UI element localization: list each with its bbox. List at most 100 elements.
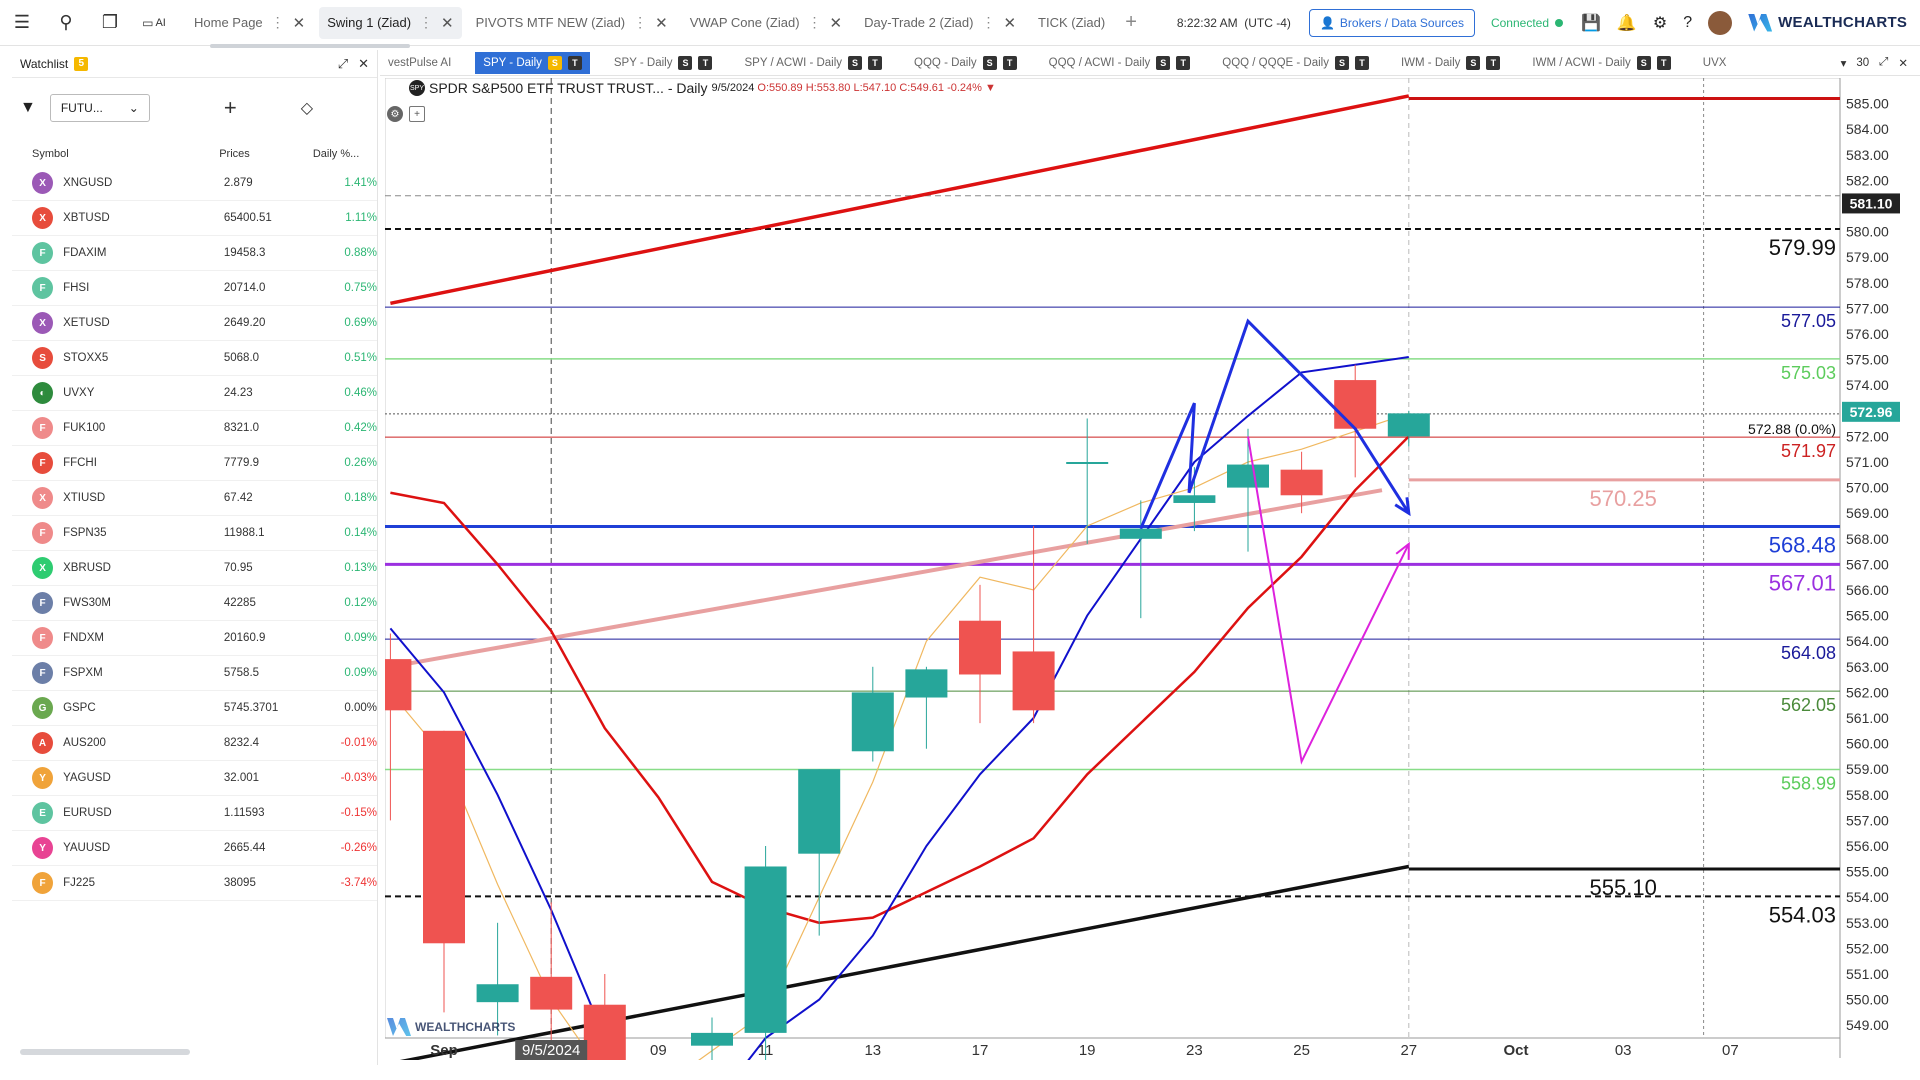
tab-close-icon[interactable]: ✕ (1003, 14, 1017, 32)
red-ma (390, 435, 1410, 925)
symbol-price: 70.95 (223, 562, 253, 574)
symbol-price: 67.42 (223, 492, 253, 504)
brokers-button[interactable]: 👤 Brokers / Data Sources (1308, 8, 1475, 37)
tabs-scrollbar[interactable] (210, 44, 410, 48)
layout-tab[interactable]: Swing 1 (Ziad) ⋮ ✕ (319, 6, 462, 39)
chart-tab[interactable]: SPY - Daily S T (475, 51, 590, 74)
chart-tab[interactable]: vestPulse AI (380, 52, 459, 74)
eraser-icon[interactable]: ◇ (300, 100, 314, 117)
watchlist-row[interactable]: Y YAGUSD 32.001 -0.03% (12, 761, 377, 796)
watchlist-row[interactable]: A AUS200 8232.4 -0.01% (12, 726, 377, 761)
chart-tab[interactable]: IWM / ACWI - Daily S T (1524, 52, 1678, 74)
chart-tab[interactable]: QQQ / QQQE - Daily S T (1214, 52, 1377, 74)
layout-tab[interactable]: TICK (Ziad) (1030, 7, 1113, 39)
sync-t-icon: T (1656, 55, 1671, 70)
search-icon[interactable]: ⚲ (59, 12, 73, 32)
chart-tab[interactable]: SPY / ACWI - Daily S T (736, 52, 890, 74)
save-icon[interactable]: 💾 (1581, 14, 1601, 32)
menu-icon[interactable]: ☰ (13, 12, 31, 32)
close-chart-icon[interactable]: ✕ (1898, 57, 1908, 70)
chart-tab-list: vestPulse AI SPY - Daily S T SPY - Daily S T SP… (380, 51, 1750, 74)
tab-menu-icon[interactable]: ⋮ (807, 14, 822, 30)
candle-body (1227, 464, 1269, 488)
chart-panel[interactable]: 549.00 550.00 551.00 552.00 553.00 554.00 555.… (385, 78, 1920, 1060)
watchlist-row[interactable]: ◐ UVXY 24.23 0.46% (12, 376, 377, 411)
add-symbol-icon[interactable]: + (223, 95, 237, 120)
watchlist-row[interactable]: X XTIUSD 67.42 0.18% (12, 481, 377, 516)
tab-close-icon[interactable]: ✕ (292, 14, 306, 32)
watchlist-select[interactable]: FUTU... ⌄ (49, 94, 150, 122)
timeframe-label[interactable]: 30 (1856, 56, 1870, 69)
expand-icon[interactable]: ⤢ (337, 55, 349, 71)
tab-menu-icon[interactable]: ⋮ (633, 14, 648, 30)
add-tab-icon[interactable]: + (1125, 11, 1137, 33)
chart-tab[interactable]: IWM - Daily S T (1393, 52, 1508, 74)
sync-t-icon: T (1002, 55, 1017, 70)
watchlist-row[interactable]: X XETUSD 2649.20 0.69% (12, 306, 377, 341)
bell-icon[interactable]: 🔔 (1616, 14, 1637, 32)
watchlist-row[interactable]: F FFCHI 7779.9 0.26% (12, 446, 377, 481)
ohlc-change: -0.24% (947, 82, 982, 94)
watchlist-row[interactable]: G GSPC 5745.3701 0.00% (12, 691, 377, 726)
column-change[interactable]: Daily %... (312, 148, 360, 160)
tab-close-icon[interactable]: ✕ (441, 14, 454, 32)
ai-icon[interactable]: ▭ AI (142, 15, 166, 30)
chart-tab[interactable]: QQQ / ACWI - Daily S T (1041, 52, 1199, 74)
layout-tab[interactable]: VWAP Cone (Ziad) ⋮ ✕ (682, 7, 850, 39)
price-chart[interactable]: 549.00 550.00 551.00 552.00 553.00 554.00 555.… (385, 78, 1920, 1060)
chart-tab[interactable]: UVX (1695, 52, 1735, 74)
y-tick-label: 571.00 (1846, 454, 1889, 470)
help-icon[interactable]: ? (1683, 13, 1693, 31)
y-tick-label: 585.00 (1846, 96, 1889, 112)
watchlist-row[interactable]: X XBRUSD 70.95 0.13% (12, 551, 377, 586)
watchlist-row[interactable]: S STOXX5 5068.0 0.51% (12, 341, 377, 376)
tab-menu-icon[interactable]: ⋮ (270, 14, 285, 30)
watchlist-row[interactable]: F FUK100 8321.0 0.42% (12, 411, 377, 446)
watchlist-row[interactable]: X XBTUSD 65400.51 1.11% (12, 201, 377, 236)
watchlist-row[interactable]: Y YAUUSD 2665.44 -0.26% (12, 831, 377, 866)
clock: 8:22:32 AM (UTC -4) (1177, 16, 1291, 30)
tab-close-icon[interactable]: ✕ (829, 14, 843, 32)
layout-tab[interactable]: Home Page ⋮ ✕ (186, 7, 313, 39)
layouts-icon[interactable]: ❐ (101, 12, 119, 32)
tab-menu-icon[interactable]: ⋮ (419, 14, 434, 30)
watchlist-row[interactable]: X XNGUSD 2.879 1.41% (12, 166, 377, 201)
watchlist-row[interactable]: F FNDXM 20160.9 0.09% (12, 621, 377, 656)
watchlist-title: Watchlist (20, 56, 69, 71)
watchlist-row[interactable]: F FSPXM 5758.5 0.09% (12, 656, 377, 691)
watchlist-row[interactable]: E EURUSD 1.11593 -0.15% (12, 796, 377, 831)
gear-icon[interactable]: ⚙ (1652, 14, 1668, 32)
close-icon[interactable]: ✕ (358, 55, 369, 71)
watchlist-row[interactable]: F FHSI 20714.0 0.75% (12, 271, 377, 306)
symbol-price: 65400.51 (223, 212, 272, 224)
symbol-name: XNGUSD (63, 177, 113, 189)
tabs-dropdown-icon[interactable]: ▾ (1840, 57, 1847, 70)
watchlist-row[interactable]: F FSPN35 11988.1 0.14% (12, 516, 377, 551)
y-tick-label: 582.00 (1846, 172, 1889, 188)
add-indicator-icon[interactable]: + (409, 106, 425, 122)
watchlist-scrollbar[interactable] (20, 1049, 190, 1055)
chart-buttons: ⚙ + (387, 106, 425, 122)
ai-label: AI (155, 16, 166, 29)
watchlist-row[interactable]: F FWS30M 42285 0.12% (12, 586, 377, 621)
symbol-price: 19458.3 (223, 247, 266, 259)
expand-chart-icon[interactable]: ⤢ (1879, 56, 1889, 68)
layout-tab[interactable]: Day-Trade 2 (Ziad) ⋮ ✕ (856, 7, 1024, 39)
tab-close-icon[interactable]: ✕ (655, 14, 668, 32)
settings-gear-icon[interactable]: ⚙ (387, 106, 403, 122)
filter-icon[interactable]: ▼ (20, 99, 36, 116)
column-symbol[interactable]: Symbol (32, 148, 69, 160)
tab-menu-icon[interactable]: ⋮ (981, 14, 996, 30)
symbol-name: FUK100 (63, 422, 106, 434)
chart-tab[interactable]: SPY - Daily S T (606, 52, 721, 74)
layout-tab[interactable]: PIVOTS MTF NEW (Ziad) ⋮ ✕ (468, 7, 676, 39)
avatar[interactable] (1708, 10, 1733, 35)
watchlist-row[interactable]: F FJ225 38095 -3.74% (12, 866, 377, 901)
symbol-price: 7779.9 (223, 457, 260, 469)
symbol-badge-icon: X (32, 172, 54, 194)
symbol-price: 2.879 (223, 177, 253, 189)
column-price[interactable]: Prices (219, 148, 250, 160)
watchlist-row[interactable]: F FDAXIM 19458.3 0.88% (12, 236, 377, 271)
y-tick-label: 565.00 (1846, 608, 1889, 624)
chart-tab[interactable]: QQQ - Daily S T (906, 52, 1025, 74)
